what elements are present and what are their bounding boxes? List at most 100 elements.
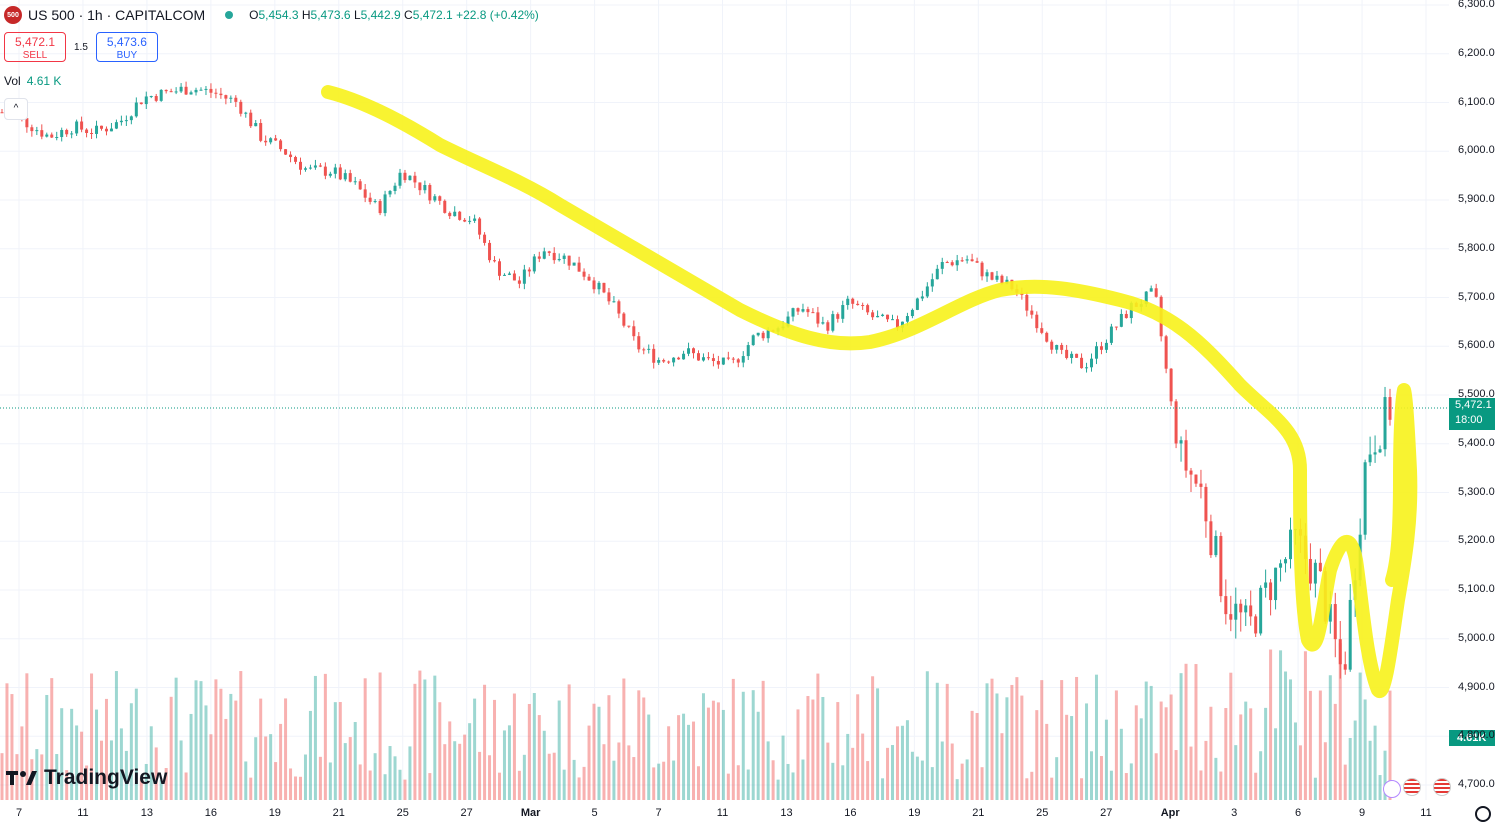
volume-bar [40,754,44,800]
candle-body [274,138,278,141]
candle-body [1308,558,1312,584]
candle-body [1274,567,1278,601]
candle-body [950,262,954,266]
volume-bar [692,721,696,800]
volume-bar [821,697,825,800]
volume-bar [876,688,880,800]
volume-bar [662,761,666,800]
volume-bar [1274,728,1278,800]
volume-bar [149,726,153,800]
sell-button[interactable]: 5,472.1 SELL [4,32,66,62]
volume-bar [1179,673,1183,800]
candle-body [1328,604,1332,622]
volume-bar [861,733,865,800]
time-axis-label: 13 [780,807,793,819]
volume-bar [1169,694,1173,800]
candle-body [154,96,158,101]
volume-bar [1055,757,1059,800]
candle-body [418,182,422,191]
volume-bar [940,741,944,800]
volume-bar [129,703,133,800]
candle-body [1000,275,1004,284]
candle-body [821,322,825,324]
candle-body [532,256,536,272]
us-flag-icon-2[interactable] [1433,778,1451,796]
volume-bar [1244,701,1248,800]
volume-bar [507,725,511,800]
candle-body [1373,452,1377,455]
candle-body [1045,332,1049,342]
lightning-icon[interactable] [1383,780,1401,798]
candle-body [642,349,646,351]
candle-body [438,196,442,201]
symbol-title[interactable]: US 500 · 1h · CAPITALCOM [28,7,206,23]
volume-bar [632,757,636,800]
volume-bar [1005,697,1009,800]
candle-body [109,128,113,132]
volume-bar [90,673,94,800]
tradingview-logo-icon [6,771,37,785]
settings-gear-icon[interactable] [1475,806,1491,822]
volume-bar [70,708,74,800]
volume-bar [1010,684,1014,800]
candle-body [925,286,929,297]
candle-body [647,348,651,350]
candle-body [1189,470,1193,475]
candle-body [766,330,770,339]
candle-body [473,218,477,221]
volume-legend: Vol 4.61 K [4,74,62,88]
collapse-legend-button[interactable]: ^ [4,98,28,120]
volume-bar [473,698,477,800]
volume-bar [10,694,14,800]
volume-bar [920,760,924,800]
volume-bar [289,768,293,800]
volume-bar [234,700,238,800]
volume-bar [652,767,656,800]
volume-bar [1085,703,1089,800]
time-axis-label: 27 [1100,807,1113,819]
candle-body [179,86,183,92]
volume-bar [433,675,437,800]
volume-bar [244,761,248,800]
price-axis-label: 5,700.0 [1458,290,1495,303]
volume-bar [935,682,939,800]
candle-body [667,361,671,363]
candle-body [677,357,681,360]
volume-bar [602,744,606,800]
time-axis-label: 11 [1420,807,1432,819]
ohlc-values: O5,454.3 H5,473.6 L5,442.9 C5,472.1 +22.… [249,8,539,22]
volume-bar [905,720,909,800]
candle-body [149,96,153,98]
volume-bar [746,769,750,800]
candle-body [721,357,725,365]
volume-bar [328,762,332,800]
volume-bar [443,744,447,800]
candle-body [627,325,631,327]
candle-body [811,312,815,314]
candle-body [1199,483,1203,487]
candle-body [537,256,541,259]
price-axis-label: 5,400.0 [1458,436,1495,449]
candle-body [0,112,4,114]
candle-body [816,312,820,324]
volume-bar [483,684,487,800]
volume-bar [343,743,347,800]
time-axis-label: 7 [15,807,23,819]
us-flag-icon[interactable] [1403,778,1421,796]
candle-body [1164,336,1168,369]
market-status-icon [225,11,234,19]
tradingview-logo[interactable]: TradingView [6,766,167,790]
volume-bar [1129,763,1133,800]
volume-bar [1259,751,1263,800]
candle-body [483,234,487,243]
candle-body [60,129,64,138]
candle-body [129,116,133,121]
candle-body [448,212,452,217]
volume-bar [572,759,576,800]
candle-body [856,303,860,306]
candle-body [557,258,561,261]
buy-button[interactable]: 5,473.6 BUY [95,32,158,62]
price-axis-label: 5,500.0 [1458,388,1495,400]
candle-body [204,88,208,90]
